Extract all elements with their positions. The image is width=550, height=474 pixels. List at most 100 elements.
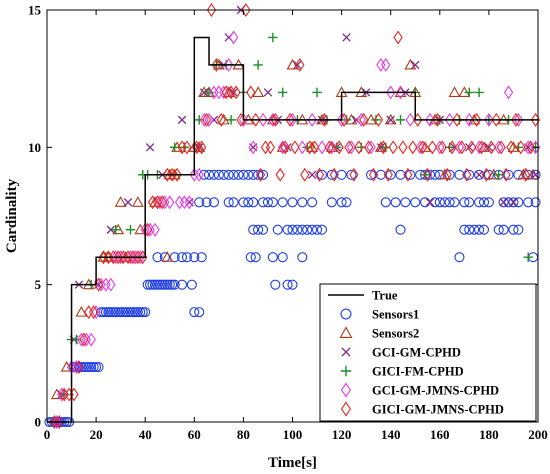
data-point [253,224,264,235]
data-point [241,3,251,17]
data-point [216,112,226,127]
data-point [363,140,374,155]
data-point [327,140,337,155]
data-point [462,167,472,182]
series-gici-gm-jmns-cphd [49,3,541,429]
data-point [114,196,127,207]
data-point [309,140,320,155]
data-point [197,140,207,155]
data-point [471,112,482,127]
data-point [484,112,494,127]
data-point [459,197,470,208]
data-point [513,224,524,235]
data-point [257,197,269,208]
data-point [223,197,234,208]
data-point [140,307,151,318]
data-point [398,140,408,155]
data-point [405,169,416,180]
data-point [204,112,214,127]
data-point [196,252,207,263]
x-tick-label: 20 [90,427,103,442]
legend-marker-swatch [339,326,353,338]
data-point [506,140,516,155]
data-point [60,360,73,372]
data-point [137,307,148,318]
data-point [103,307,114,318]
data-point [145,279,156,290]
data-point [194,167,204,182]
data-point [359,112,369,127]
data-point [511,112,521,127]
data-point [516,140,526,155]
legend-marker-swatch [340,401,352,417]
data-point [194,307,205,318]
data-point [248,224,259,235]
data-point [79,332,89,347]
data-point [83,362,94,373]
data-point [474,197,485,208]
x-tick-label: 120 [332,427,352,442]
data-point [395,115,406,125]
data-point [108,307,119,318]
x-tick-label: 100 [283,427,303,442]
data-point [349,167,359,182]
data-point [135,307,146,318]
data-point [189,252,200,263]
data-point [316,169,328,180]
data-point [388,140,398,155]
data-point [152,279,163,290]
data-point [167,279,178,290]
legend-entry: GCI-GM-JMNS-CPHD [340,382,499,398]
data-point [478,197,490,208]
data-point [276,141,289,152]
data-point [297,252,308,263]
data-point [243,197,254,208]
data-point [395,85,406,100]
data-point [106,225,116,234]
data-point [278,140,288,155]
data-point [218,169,229,180]
data-point [300,167,310,182]
x-tick-label: 0 [44,427,51,442]
data-point [405,112,416,127]
data-point [523,140,533,155]
data-point [503,85,514,100]
data-point [344,140,354,155]
data-point [474,140,484,155]
x-tick-label: 160 [430,427,450,442]
data-point [464,169,475,180]
data-point [503,169,514,180]
data-point [228,197,239,208]
data-point [203,169,215,180]
data-point [245,252,256,263]
data-point [404,58,417,70]
data-point [265,140,276,155]
x-tick-label: 60 [188,427,201,442]
data-point [476,140,487,155]
data-point [386,85,396,100]
data-point [165,195,175,210]
data-point [459,224,470,235]
legend: True Sensors1 Sensors2 GCI-GM-CPHD GICI-FM-C… [319,283,537,422]
data-point [134,223,147,235]
data-point [496,140,506,155]
data-point [432,112,443,127]
data-point [263,88,273,97]
data-point [481,167,492,182]
data-point [307,170,317,180]
legend-label: GCI-GM-CPHD [372,346,461,360]
data-point [317,140,327,155]
data-point [252,86,265,97]
data-point [217,113,230,125]
data-point [257,224,269,235]
data-point [238,197,249,208]
data-point [74,360,84,375]
data-point [346,169,357,180]
data-point [324,140,334,155]
data-point [336,169,347,180]
data-point [287,224,298,235]
data-point [341,197,352,208]
data-point [385,169,396,180]
data-point [319,112,330,127]
data-point [464,112,474,127]
